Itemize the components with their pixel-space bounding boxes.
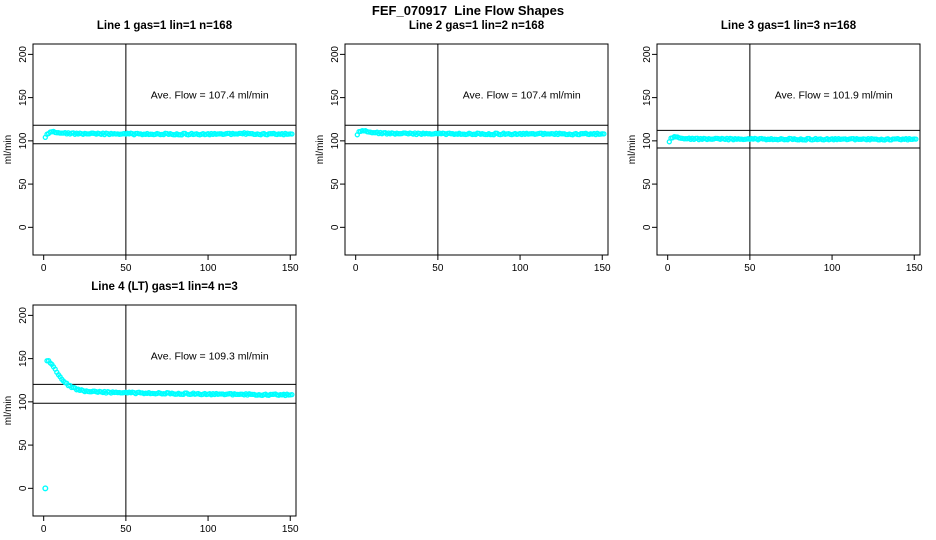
data-point bbox=[289, 391, 295, 398]
y-axis-tick-label: 200 bbox=[330, 46, 341, 63]
x-axis-tick-label: 100 bbox=[824, 263, 841, 274]
panel-line-4: Line 4 (LT) gas=1 lin=4 n=3 0 50 100 150 200… bbox=[0, 281, 312, 540]
panel-title-line-2: Line 2 gas=1 lin=2 n=168 bbox=[408, 20, 545, 32]
ave-flow-annotation: Ave. Flow = 101.9 ml/min bbox=[775, 90, 893, 102]
y-axis-tick-label: 150 bbox=[18, 350, 29, 367]
y-axis-tick-label: 50 bbox=[18, 439, 29, 451]
plot-border bbox=[32, 43, 297, 256]
x-axis-tick-label: 50 bbox=[120, 524, 132, 535]
plot-line-1: 0 50 100 150 200 0 50 100 150 ml/min Ave. Flow = 1… bbox=[3, 43, 299, 274]
scatter-points bbox=[44, 357, 295, 399]
y-axis-tick-label: 100 bbox=[18, 393, 29, 410]
panel-title-line-1: Line 1 gas=1 lin=1 n=168 bbox=[96, 20, 233, 32]
plot-line-3: 0 50 100 150 200 0 50 100 150 ml/min Ave. Flow = 1… bbox=[627, 43, 923, 274]
x-axis-tick-label: 100 bbox=[200, 524, 217, 535]
x-axis-tick-label: 0 bbox=[41, 263, 47, 274]
y-axis-tick-label: 100 bbox=[330, 132, 341, 149]
panel-line-3: Line 3 gas=1 lin=3 n=168 0 50 100 150 200 0 50… bbox=[624, 20, 936, 279]
x-axis-tick-label: 150 bbox=[282, 263, 299, 274]
x-axis-tick-label: 150 bbox=[906, 263, 923, 274]
panel-line-1: Line 1 gas=1 lin=1 n=168 0 50 100 150 200 0 50… bbox=[0, 20, 312, 279]
scatter-points bbox=[42, 128, 295, 141]
x-axis-tick-label: 50 bbox=[432, 263, 444, 274]
y-axis-tick-label: 200 bbox=[18, 46, 29, 63]
y-axis-tick-label: 50 bbox=[330, 178, 341, 190]
y-axis-tick-label: 200 bbox=[642, 46, 653, 63]
y-axis-tick-label: 0 bbox=[330, 224, 341, 230]
x-axis-tick-label: 100 bbox=[512, 263, 529, 274]
x-axis-tick-label: 100 bbox=[200, 263, 217, 274]
x-axis-tick-label: 50 bbox=[120, 263, 132, 274]
panel-title-line-4: Line 4 (LT) gas=1 lin=4 n=3 bbox=[91, 281, 238, 293]
y-axis-tick-label: 100 bbox=[642, 132, 653, 149]
data-point bbox=[913, 136, 919, 142]
ave-flow-annotation: Ave. Flow = 109.3 ml/min bbox=[151, 351, 269, 363]
y-axis-tick-label: 0 bbox=[18, 224, 29, 230]
x-axis-tick-label: 150 bbox=[282, 524, 299, 535]
y-axis-tick-label: 50 bbox=[642, 178, 653, 190]
scatter-points bbox=[666, 134, 919, 145]
y-axis-title: ml/min bbox=[627, 135, 638, 164]
y-axis-tick-label: 150 bbox=[330, 89, 341, 106]
y-axis-tick-label: 100 bbox=[18, 132, 29, 149]
panel-line-2: Line 2 gas=1 lin=2 n=168 0 50 100 150 200 0 50… bbox=[312, 20, 624, 279]
plot-line-4: 0 50 100 150 200 0 50 100 150 ml/min Ave. Flow = 1… bbox=[3, 304, 299, 535]
y-axis-tick-label: 150 bbox=[18, 89, 29, 106]
plot-border bbox=[656, 43, 921, 256]
ave-flow-annotation: Ave. Flow = 107.4 ml/min bbox=[463, 90, 581, 102]
plot-line-2: 0 50 100 150 200 0 50 100 150 ml/min Ave. Flow = 1… bbox=[315, 43, 611, 274]
y-axis-tick-label: 0 bbox=[642, 224, 653, 230]
y-axis-tick-label: 50 bbox=[18, 178, 29, 190]
y-axis-tick-label: 0 bbox=[18, 485, 29, 491]
outlier-data-point bbox=[42, 485, 49, 492]
ave-flow-annotation: Ave. Flow = 107.4 ml/min bbox=[151, 90, 269, 102]
data-point bbox=[289, 131, 295, 137]
x-axis-tick-label: 0 bbox=[665, 263, 671, 274]
plot-border bbox=[344, 43, 609, 256]
x-axis-tick-label: 150 bbox=[594, 263, 611, 274]
data-point bbox=[601, 131, 607, 137]
x-axis-tick-label: 50 bbox=[744, 263, 756, 274]
panel-title-line-3: Line 3 gas=1 lin=3 n=168 bbox=[720, 20, 857, 32]
y-axis-tick-label: 150 bbox=[642, 89, 653, 106]
x-axis-tick-label: 0 bbox=[41, 524, 47, 535]
y-axis-tick-label: 200 bbox=[18, 307, 29, 324]
y-axis-title: ml/min bbox=[315, 135, 326, 164]
y-axis-title: ml/min bbox=[3, 396, 14, 425]
plot-border bbox=[32, 304, 297, 517]
main-title: FEF_070917 Line Flow Shapes bbox=[371, 3, 565, 18]
scatter-points bbox=[354, 128, 607, 138]
y-axis-title: ml/min bbox=[3, 135, 14, 164]
x-axis-tick-label: 0 bbox=[353, 263, 359, 274]
